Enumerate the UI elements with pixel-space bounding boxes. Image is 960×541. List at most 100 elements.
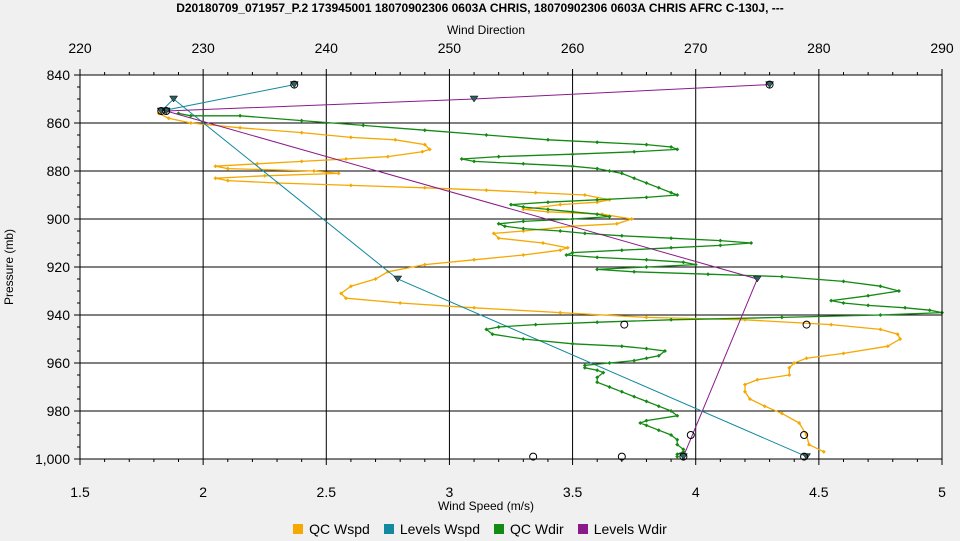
legend-item-qc-wspd[interactable]: QC Wspd: [293, 521, 370, 537]
data-point-qc_wspd: [885, 344, 890, 349]
data-point-qc_wdir: [675, 454, 680, 459]
top-axis-tick-label: 250: [438, 40, 462, 56]
data-point-qc_wdir: [619, 344, 624, 349]
data-point-qc_wspd: [225, 166, 230, 171]
data-point-qc_wdir: [718, 243, 723, 248]
data-point-qc_wdir: [502, 224, 507, 229]
data-point-qc_wdir: [669, 409, 674, 413]
data-point-qc_wdir: [644, 356, 649, 361]
data-point-qc_wdir: [675, 147, 680, 152]
y-axis-tick-label: 920: [47, 259, 71, 275]
data-point-qc_wdir: [299, 118, 304, 123]
legend-item-qc-wdir[interactable]: QC Wdir: [494, 521, 564, 537]
data-point-qc_wspd: [398, 301, 403, 305]
data-point-qc_wspd: [393, 137, 398, 142]
data-point-qc_wspd: [491, 231, 496, 236]
y-axis-tick-label: 1,000: [35, 451, 70, 467]
data-point-qc_wdir: [903, 305, 908, 310]
top-axis-tick-label: 270: [684, 40, 708, 56]
data-point-qc_wdir: [533, 322, 538, 327]
data-point-qc_wdir: [570, 250, 575, 255]
data-point-qc_wspd: [311, 169, 316, 173]
data-point-qc_wdir: [570, 217, 575, 221]
data-point-qc_wspd: [238, 125, 243, 130]
y-axis-tick-label: 980: [47, 403, 71, 419]
data-point-qc_wspd: [343, 157, 348, 161]
data-point-qc_wdir: [459, 157, 464, 161]
data-point-qc_wdir: [545, 137, 550, 142]
data-point-qc_wdir: [632, 176, 637, 181]
data-point-qc_wdir: [675, 413, 680, 418]
data-point-qc_wdir: [570, 209, 575, 214]
chart-title: D20180709_071957_P.2 173945001 180709023…: [176, 1, 784, 15]
data-point-qc_wdir: [595, 320, 600, 325]
data-point-qc_wdir: [644, 399, 649, 404]
data-point-qc_wdir: [570, 152, 575, 157]
data-point-qc_wspd: [472, 257, 477, 262]
data-point-qc_wdir: [582, 365, 587, 370]
data-point-qc_wdir: [595, 197, 600, 202]
data-point-qc_wspd: [299, 130, 304, 135]
data-point-qc_wspd: [427, 147, 432, 152]
circle-marker: [290, 80, 299, 89]
data-point-qc_wdir: [521, 337, 526, 341]
data-point-qc_wdir: [706, 272, 711, 277]
circle-marker: [679, 452, 688, 461]
y-axis-tick-label: 940: [47, 307, 71, 323]
data-point-qc_wdir: [669, 245, 674, 250]
legend-item-levels-wspd[interactable]: Levels Wspd: [383, 521, 480, 537]
circle-marker: [800, 431, 809, 439]
data-point-qc_wspd: [565, 245, 570, 250]
data-point-qc_wdir: [545, 207, 550, 212]
data-point-qc_wdir: [656, 404, 661, 409]
bottom-axis-label: Wind Speed (m/s): [438, 499, 534, 513]
data-point-qc_wdir: [662, 349, 667, 353]
data-point-qc_wspd: [595, 200, 600, 205]
data-point-qc_wspd: [787, 365, 792, 370]
data-point-qc_wspd: [348, 135, 353, 140]
top-axis-label: Wind Direction: [447, 23, 525, 37]
bottom-axis-tick-label: 3.5: [563, 484, 583, 500]
data-point-qc_wdir: [484, 133, 489, 137]
y-axis-label: Pressure (mb): [2, 229, 16, 305]
circle-marker: [686, 431, 695, 439]
data-point-qc_wdir: [361, 123, 366, 128]
data-point-qc_wdir: [632, 149, 637, 154]
data-point-qc_wspd: [213, 164, 218, 169]
data-point-qc_wdir: [779, 274, 784, 279]
data-point-qc_wdir: [644, 195, 649, 200]
data-point-qc_wdir: [188, 113, 193, 118]
data-point-qc_wspd: [533, 190, 538, 195]
data-point-qc_wdir: [675, 442, 680, 447]
data-point-qc_wdir: [607, 361, 612, 365]
data-point-qc_wdir: [644, 265, 649, 269]
data-point-qc_wdir: [521, 161, 526, 166]
circle-marker: [162, 107, 171, 115]
data-point-qc_wspd: [895, 332, 900, 337]
plot-border: [79, 74, 943, 460]
data-point-qc_wdir: [619, 389, 624, 394]
data-point-qc_wdir: [632, 269, 637, 274]
legend-item-levels-wdir[interactable]: Levels Wdir: [577, 521, 667, 537]
legend-label: QC Wspd: [309, 521, 370, 537]
data-point-qc_wdir: [675, 193, 680, 197]
data-point-qc_wdir: [669, 236, 674, 241]
data-point-qc_wdir: [484, 327, 489, 332]
data-point-qc_wdir: [927, 308, 932, 313]
data-point-qc_wdir: [570, 341, 575, 346]
data-point-qc_wdir: [644, 257, 649, 262]
data-point-qc_wdir: [619, 171, 624, 176]
data-point-qc_wspd: [841, 351, 846, 356]
level-marker-levels_wdir: [752, 275, 762, 283]
data-point-qc_wspd: [821, 449, 826, 454]
data-point-qc_wdir: [601, 370, 606, 375]
data-point-qc_wdir: [644, 346, 649, 351]
data-point-qc_wspd: [420, 149, 425, 154]
bottom-axis-tick-label: 2: [199, 484, 207, 500]
circle-marker: [529, 452, 538, 461]
data-point-qc_wspd: [422, 185, 427, 190]
data-point-qc_wdir: [841, 279, 846, 284]
data-point-qc_wdir: [619, 248, 624, 253]
legend-label: Levels Wdir: [593, 521, 667, 537]
